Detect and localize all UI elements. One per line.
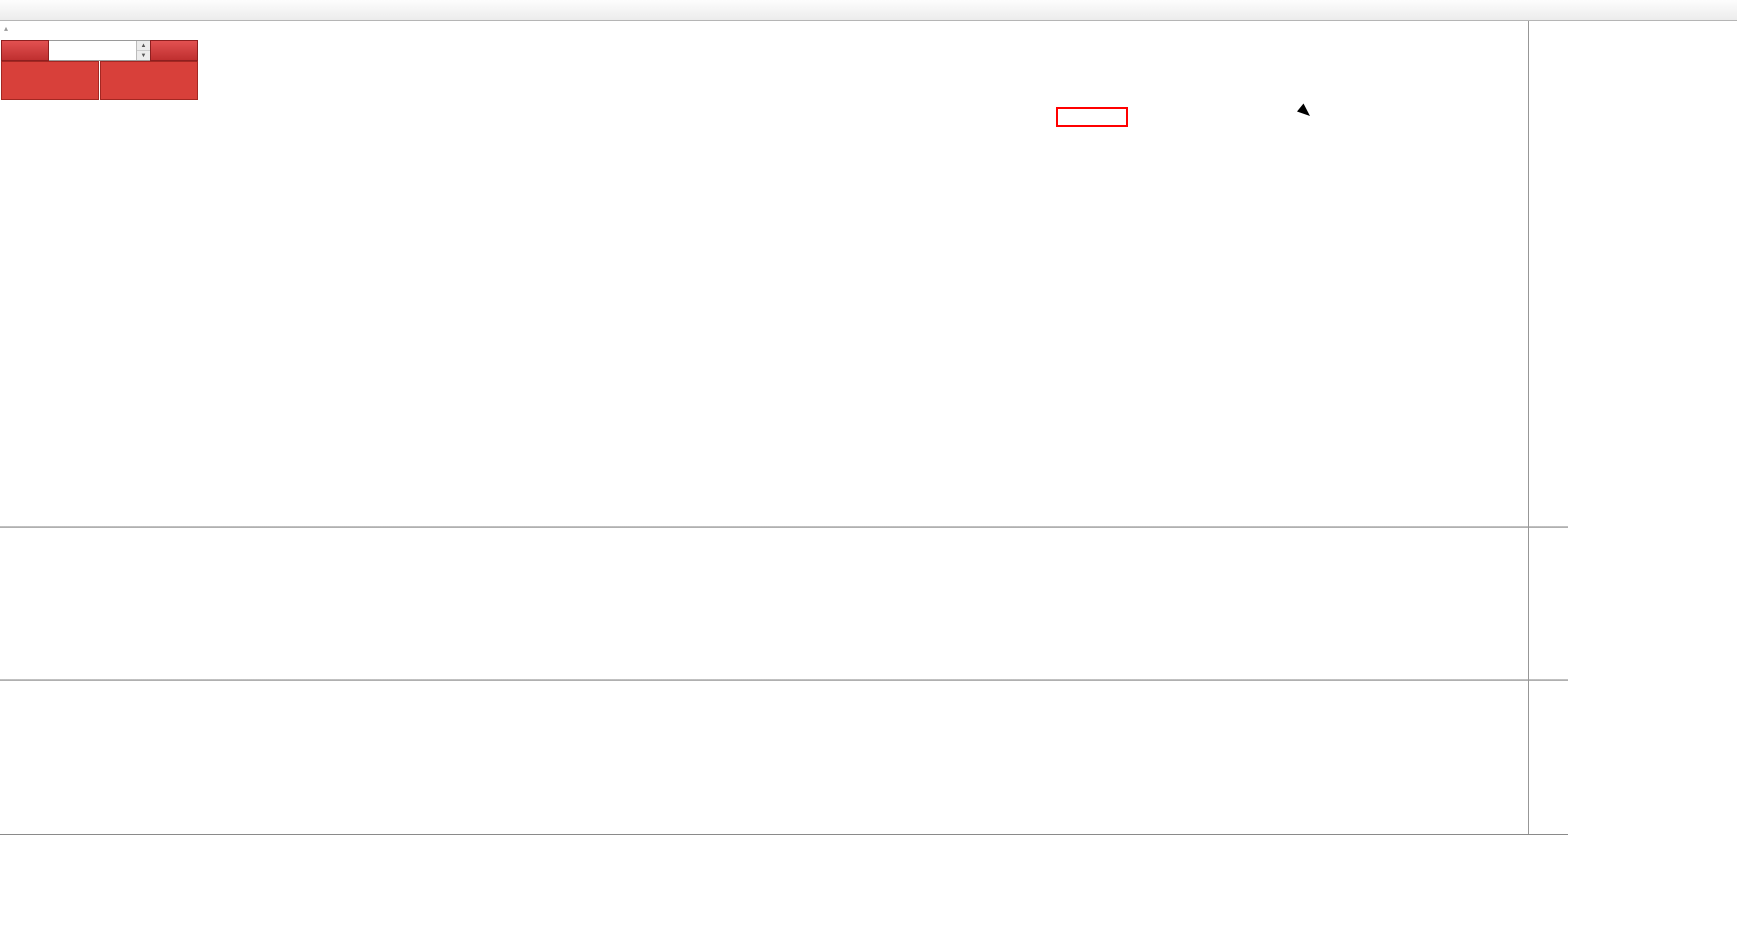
- volume-decrease-button[interactable]: ▼: [137, 51, 150, 60]
- rsi-indicator-label: [4, 683, 10, 694]
- chart-title: ▴: [4, 24, 22, 33]
- panel-separator[interactable]: [0, 679, 1568, 681]
- price-axis-border: [1528, 21, 1529, 835]
- sell-button[interactable]: [1, 40, 49, 61]
- sell-price-display[interactable]: [1, 61, 99, 100]
- volume-spinner: ▲ ▼: [136, 41, 150, 60]
- panel-separator[interactable]: [0, 526, 1568, 528]
- trend-arrow[interactable]: [1240, 58, 1335, 128]
- time-axis-border: [0, 834, 1568, 835]
- chart-window: ▴ ▲ ▼: [0, 21, 1737, 943]
- volume-increase-button[interactable]: ▲: [137, 41, 150, 51]
- volume-control: ▲ ▼: [49, 40, 150, 61]
- volume-input[interactable]: [49, 41, 136, 60]
- one-click-collapse-icon[interactable]: ▴: [4, 24, 9, 33]
- one-click-trading-panel: ▲ ▼: [1, 40, 198, 100]
- buy-price-display[interactable]: [100, 61, 198, 100]
- toolbar: [0, 0, 1737, 21]
- price-chart-canvas[interactable]: [0, 21, 1528, 834]
- macd-indicator-label: [4, 528, 15, 539]
- buy-button[interactable]: [150, 40, 198, 61]
- price-annotation-box[interactable]: [1056, 107, 1128, 127]
